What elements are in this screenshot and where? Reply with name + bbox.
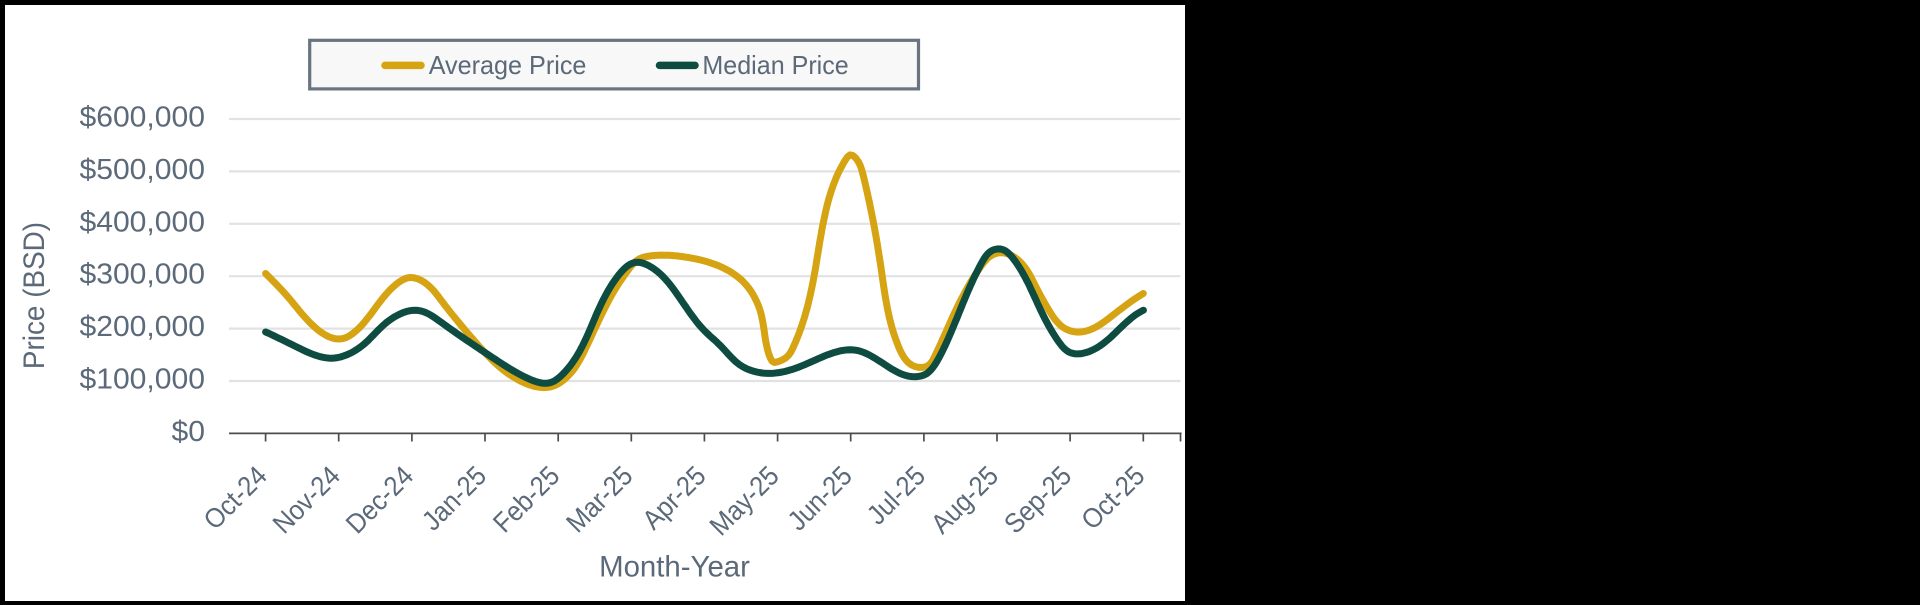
svg-text:$400,000: $400,000 <box>79 206 205 238</box>
svg-text:Month-Year: Month-Year <box>599 550 750 583</box>
svg-text:Median Price: Median Price <box>702 52 848 80</box>
svg-text:Price (BSD): Price (BSD) <box>18 222 51 369</box>
svg-text:$0: $0 <box>172 415 205 447</box>
svg-text:Average Price: Average Price <box>429 52 587 80</box>
svg-text:$600,000: $600,000 <box>79 101 205 133</box>
svg-text:$300,000: $300,000 <box>79 258 205 290</box>
svg-text:$500,000: $500,000 <box>79 153 205 185</box>
svg-text:$100,000: $100,000 <box>79 363 205 395</box>
svg-text:$200,000: $200,000 <box>79 311 205 343</box>
